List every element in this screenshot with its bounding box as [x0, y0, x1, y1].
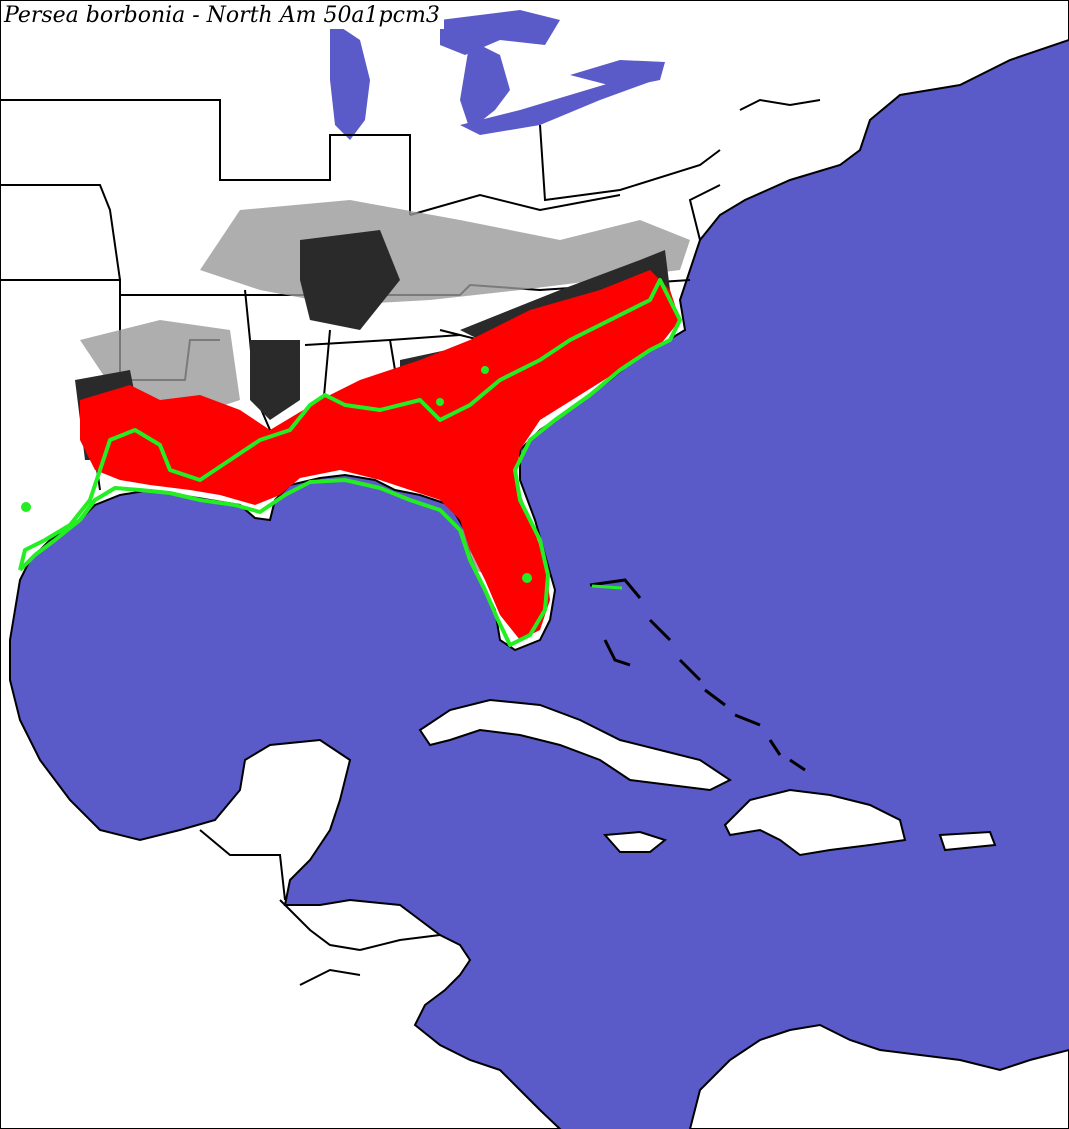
lake-huron — [460, 40, 510, 130]
species-range-outline — [18, 278, 682, 647]
map-title: Persea borbonia - North Am 50a1pcm3 — [2, 3, 444, 29]
land-south-america — [688, 1023, 1069, 1129]
land-cuba — [418, 698, 732, 792]
lake-michigan — [330, 20, 370, 140]
range-point — [522, 573, 532, 583]
lake-erie — [460, 70, 655, 135]
range-point — [436, 398, 444, 406]
land-hispaniola — [723, 788, 907, 857]
land-bahamas — [589, 578, 806, 772]
lake-ontario — [570, 60, 665, 88]
land-puerto-rico — [938, 830, 997, 852]
range-point — [481, 366, 489, 374]
range-outline-bahamas — [591, 584, 623, 590]
range-point — [21, 502, 31, 512]
climate-suitability-high — [80, 270, 680, 640]
land-jamaica — [602, 830, 668, 853]
country-borders — [199, 829, 441, 986]
